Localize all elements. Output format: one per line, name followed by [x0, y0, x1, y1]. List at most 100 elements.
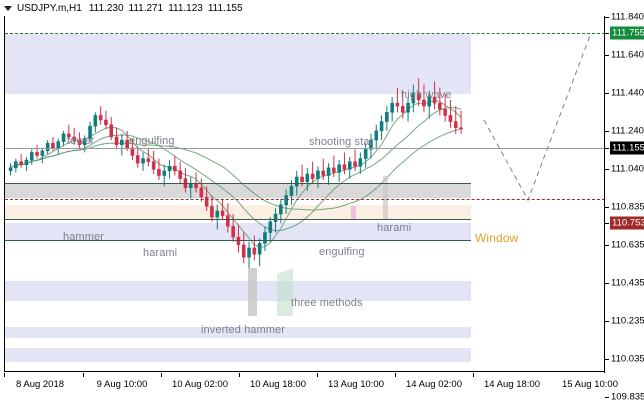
price-tick: [605, 131, 609, 132]
candle-body: [374, 130, 379, 141]
candle-body: [141, 158, 145, 164]
candle-body: [332, 167, 336, 173]
price-tick: [605, 148, 609, 149]
price-label: 110.035: [611, 353, 644, 365]
price-tick: [605, 283, 609, 284]
support-zone-mid: [5, 281, 471, 301]
candle-body: [416, 93, 421, 101]
candle-body: [104, 119, 108, 125]
candle-body: [337, 164, 341, 173]
plot-inner: tower engulfing high wave shooting star hamm…: [5, 16, 604, 371]
time-tick: [395, 373, 396, 377]
candle-body: [289, 186, 294, 196]
price-badge-111.755[interactable]: 111.755: [610, 26, 644, 40]
current-price-line: [5, 148, 604, 149]
candle-body: [321, 170, 326, 176]
symbol-label: USDJPY.m,H1: [17, 2, 82, 14]
annotation-harami: harami: [377, 222, 412, 234]
time-tick: [4, 373, 5, 377]
ohlc-low: 111.123: [168, 2, 203, 14]
price-label: 111.240: [611, 125, 644, 137]
time-tick: [317, 373, 318, 377]
time-label: 10 Aug 02:00: [172, 379, 228, 390]
triangle-down-icon[interactable]: [4, 5, 12, 11]
candle-body: [438, 102, 442, 110]
candle-body: [257, 243, 262, 255]
annotation-shooting-star: shooting star: [309, 136, 374, 148]
supply-zone-gray: [5, 183, 471, 198]
candle-body: [82, 138, 87, 145]
candle-body: [215, 210, 220, 218]
pattern-marker-box: [248, 268, 257, 316]
ohlc-close: 111.155: [207, 2, 243, 14]
candle-body: [268, 221, 273, 233]
candle-body: [167, 166, 172, 172]
candle-body: [220, 210, 225, 216]
candle-body: [19, 161, 23, 165]
support-zone-low: [5, 327, 471, 338]
candle-body: [252, 247, 257, 255]
annotation-engulfing: engulfing: [319, 246, 365, 258]
time-tick: [473, 373, 474, 377]
price-badge-110.753[interactable]: 110.753: [610, 216, 644, 230]
zone-edge-bottom: [5, 240, 471, 241]
price-tick: [605, 207, 609, 208]
candle-body: [453, 121, 458, 128]
scroll-handle[interactable]: [430, 0, 442, 6]
annotation-engulfing: engulfing: [129, 135, 175, 147]
candle-body: [35, 152, 39, 156]
candle-body: [422, 99, 426, 107]
candle-body: [247, 247, 251, 258]
support-line: [5, 199, 604, 200]
price-label: 110.235: [611, 315, 644, 327]
time-tick: [83, 373, 84, 377]
candle-body: [432, 96, 437, 104]
candle-body: [146, 158, 151, 162]
chart-plot-area[interactable]: tower engulfing high wave shooting star hamm…: [4, 16, 604, 372]
candle-body: [273, 213, 278, 222]
annotation-tower: tower: [67, 135, 95, 147]
candle-body: [45, 142, 50, 152]
time-tick: [161, 373, 162, 377]
candle-body: [236, 236, 241, 246]
forecast-projection-line: [483, 32, 592, 202]
price-label: 110.635: [611, 239, 644, 251]
time-label: 9 Aug 10:00: [96, 379, 148, 390]
annotation-window: Window: [475, 231, 519, 245]
zone-edge-top: [5, 183, 471, 184]
support-zone-lowest: [5, 348, 471, 362]
time-tick: [239, 373, 240, 377]
candle-body: [390, 102, 394, 113]
candle-body: [263, 232, 267, 244]
candle-body: [406, 102, 410, 113]
candlestick-series: [8, 32, 592, 316]
candle-body: [443, 108, 447, 116]
price-axis[interactable]: 111.840 111.755 111.640 111.440 111.240 111.1…: [604, 12, 644, 403]
candle-body: [51, 142, 55, 149]
annotation-high-wave: high wave: [401, 89, 452, 101]
candle-body: [151, 161, 156, 170]
time-label: 15 Aug 10:00: [562, 379, 618, 390]
candle-body: [72, 136, 76, 141]
candle-body: [326, 167, 331, 176]
candle-body: [125, 139, 129, 149]
candle-body: [40, 150, 45, 156]
price-tick: [605, 359, 609, 360]
time-axis[interactable]: 8 Aug 2018 9 Aug 10:00 10 Aug 02:00 10 Aug …: [4, 373, 618, 407]
candle-body: [226, 215, 230, 227]
candle-body: [162, 170, 167, 176]
resistance-zone-upper: [5, 34, 471, 94]
candle-body: [114, 136, 119, 145]
candle-body: [284, 195, 288, 206]
price-badge-111.155[interactable]: 111.155: [610, 141, 644, 155]
ohlc-high: 111.271: [128, 2, 164, 14]
candle-body: [448, 115, 453, 122]
candle-body: [24, 159, 29, 165]
candle-body: [93, 115, 98, 127]
candle-body: [77, 139, 82, 145]
candle-body: [310, 173, 315, 179]
moving-average-line-1: [10, 106, 462, 232]
candle-body: [358, 158, 363, 167]
candle-body: [199, 187, 204, 198]
